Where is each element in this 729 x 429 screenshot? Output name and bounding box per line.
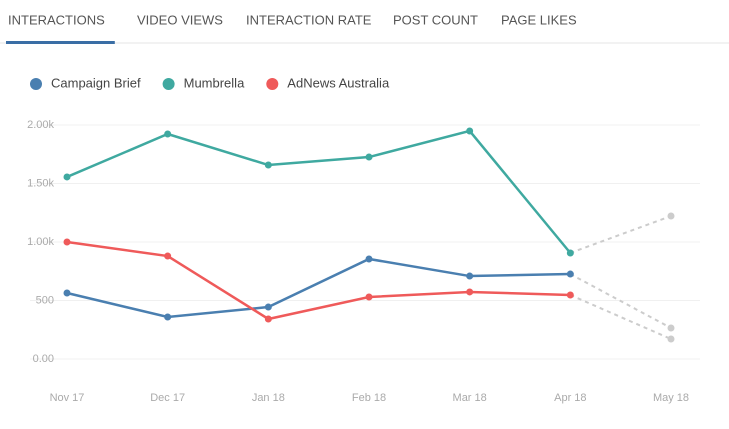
projected-line: [569, 273, 672, 329]
data-point: [264, 303, 272, 311]
tab[interactable]: INTERACTION RATE: [246, 12, 372, 27]
tab[interactable]: VIDEO VIEWS: [137, 12, 223, 27]
x-tick-label: Nov 17: [50, 392, 85, 404]
x-tick-label: Jan 18: [252, 392, 285, 404]
data-point: [164, 252, 172, 260]
data-point: [466, 288, 474, 296]
data-point: [164, 313, 172, 321]
tab-underline: [6, 41, 115, 44]
data-point: [63, 173, 71, 181]
data-point: [264, 161, 272, 169]
x-tick-label: May 18: [653, 392, 689, 404]
x-tick-label: Feb 18: [352, 392, 386, 404]
data-point: [466, 127, 474, 135]
legend-marker: [162, 78, 175, 90]
data-point: [667, 335, 675, 343]
legend-label: Mumbrella: [184, 75, 245, 90]
projected-line: [569, 215, 672, 254]
data-point: [63, 238, 71, 246]
data-point: [667, 212, 675, 220]
series-line: [66, 257, 571, 319]
data-point: [164, 130, 172, 138]
data-point: [63, 289, 71, 297]
tab[interactable]: POST COUNT: [393, 12, 478, 27]
tab[interactable]: PAGE LIKES: [501, 12, 577, 27]
data-point: [566, 249, 574, 257]
data-point: [365, 293, 373, 301]
y-tick-label: 500: [36, 294, 54, 306]
legend-marker: [266, 78, 279, 90]
legend-label: Campaign Brief: [51, 75, 141, 90]
x-tick-label: Mar 18: [453, 392, 487, 404]
x-tick-label: Dec 17: [150, 392, 185, 404]
legend-label: AdNews Australia: [287, 75, 390, 90]
data-point: [466, 272, 474, 280]
legend-marker: [30, 78, 42, 90]
series-line: [66, 129, 572, 254]
y-tick-label: 0.00: [33, 353, 54, 365]
data-point: [566, 291, 574, 299]
data-point: [264, 315, 272, 323]
data-point: [365, 255, 373, 263]
data-point: [365, 153, 373, 161]
data-point: [566, 270, 574, 278]
projected-line: [569, 294, 672, 340]
y-tick-label: 2.00k: [27, 119, 54, 131]
x-tick-label: Apr 18: [554, 392, 586, 404]
y-tick-label: 1.00k: [27, 236, 54, 248]
tab[interactable]: INTERACTIONS: [8, 12, 105, 27]
data-point: [667, 324, 675, 332]
y-tick-label: 1.50k: [27, 177, 54, 189]
series-line: [66, 240, 571, 321]
